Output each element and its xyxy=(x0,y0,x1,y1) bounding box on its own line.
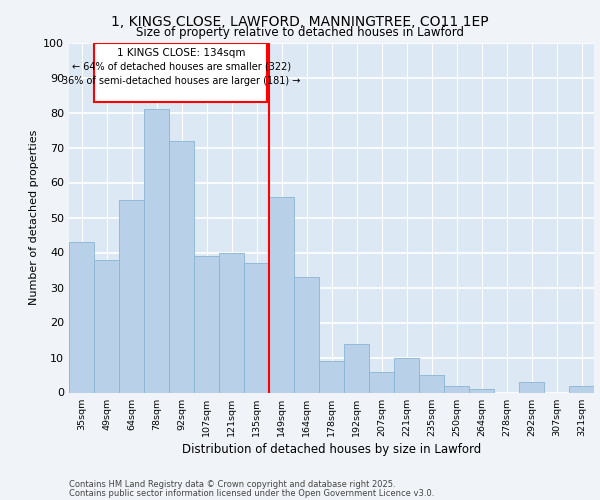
Bar xyxy=(94,260,119,392)
Bar xyxy=(244,263,269,392)
Text: Contains HM Land Registry data © Crown copyright and database right 2025.: Contains HM Land Registry data © Crown c… xyxy=(69,480,395,489)
Bar xyxy=(119,200,144,392)
Text: 1 KINGS CLOSE: 134sqm: 1 KINGS CLOSE: 134sqm xyxy=(117,48,246,58)
Text: Contains public sector information licensed under the Open Government Licence v3: Contains public sector information licen… xyxy=(69,489,434,498)
Bar xyxy=(219,252,244,392)
Bar xyxy=(419,375,444,392)
Bar xyxy=(369,372,394,392)
FancyBboxPatch shape xyxy=(94,42,266,102)
Text: 36% of semi-detached houses are larger (181) →: 36% of semi-detached houses are larger (… xyxy=(62,76,301,86)
Bar xyxy=(319,361,344,392)
Bar xyxy=(294,277,319,392)
Bar xyxy=(519,382,544,392)
Bar xyxy=(569,386,594,392)
Bar xyxy=(69,242,94,392)
Bar xyxy=(144,109,169,393)
Text: Size of property relative to detached houses in Lawford: Size of property relative to detached ho… xyxy=(136,26,464,39)
Bar xyxy=(169,140,194,392)
Bar xyxy=(194,256,219,392)
Bar xyxy=(469,389,494,392)
Bar xyxy=(394,358,419,392)
Bar xyxy=(269,196,294,392)
Text: ← 64% of detached houses are smaller (322): ← 64% of detached houses are smaller (32… xyxy=(72,62,291,72)
Text: 1, KINGS CLOSE, LAWFORD, MANNINGTREE, CO11 1EP: 1, KINGS CLOSE, LAWFORD, MANNINGTREE, CO… xyxy=(111,15,489,29)
Bar xyxy=(344,344,369,392)
Y-axis label: Number of detached properties: Number of detached properties xyxy=(29,130,39,305)
X-axis label: Distribution of detached houses by size in Lawford: Distribution of detached houses by size … xyxy=(182,442,481,456)
Bar xyxy=(444,386,469,392)
